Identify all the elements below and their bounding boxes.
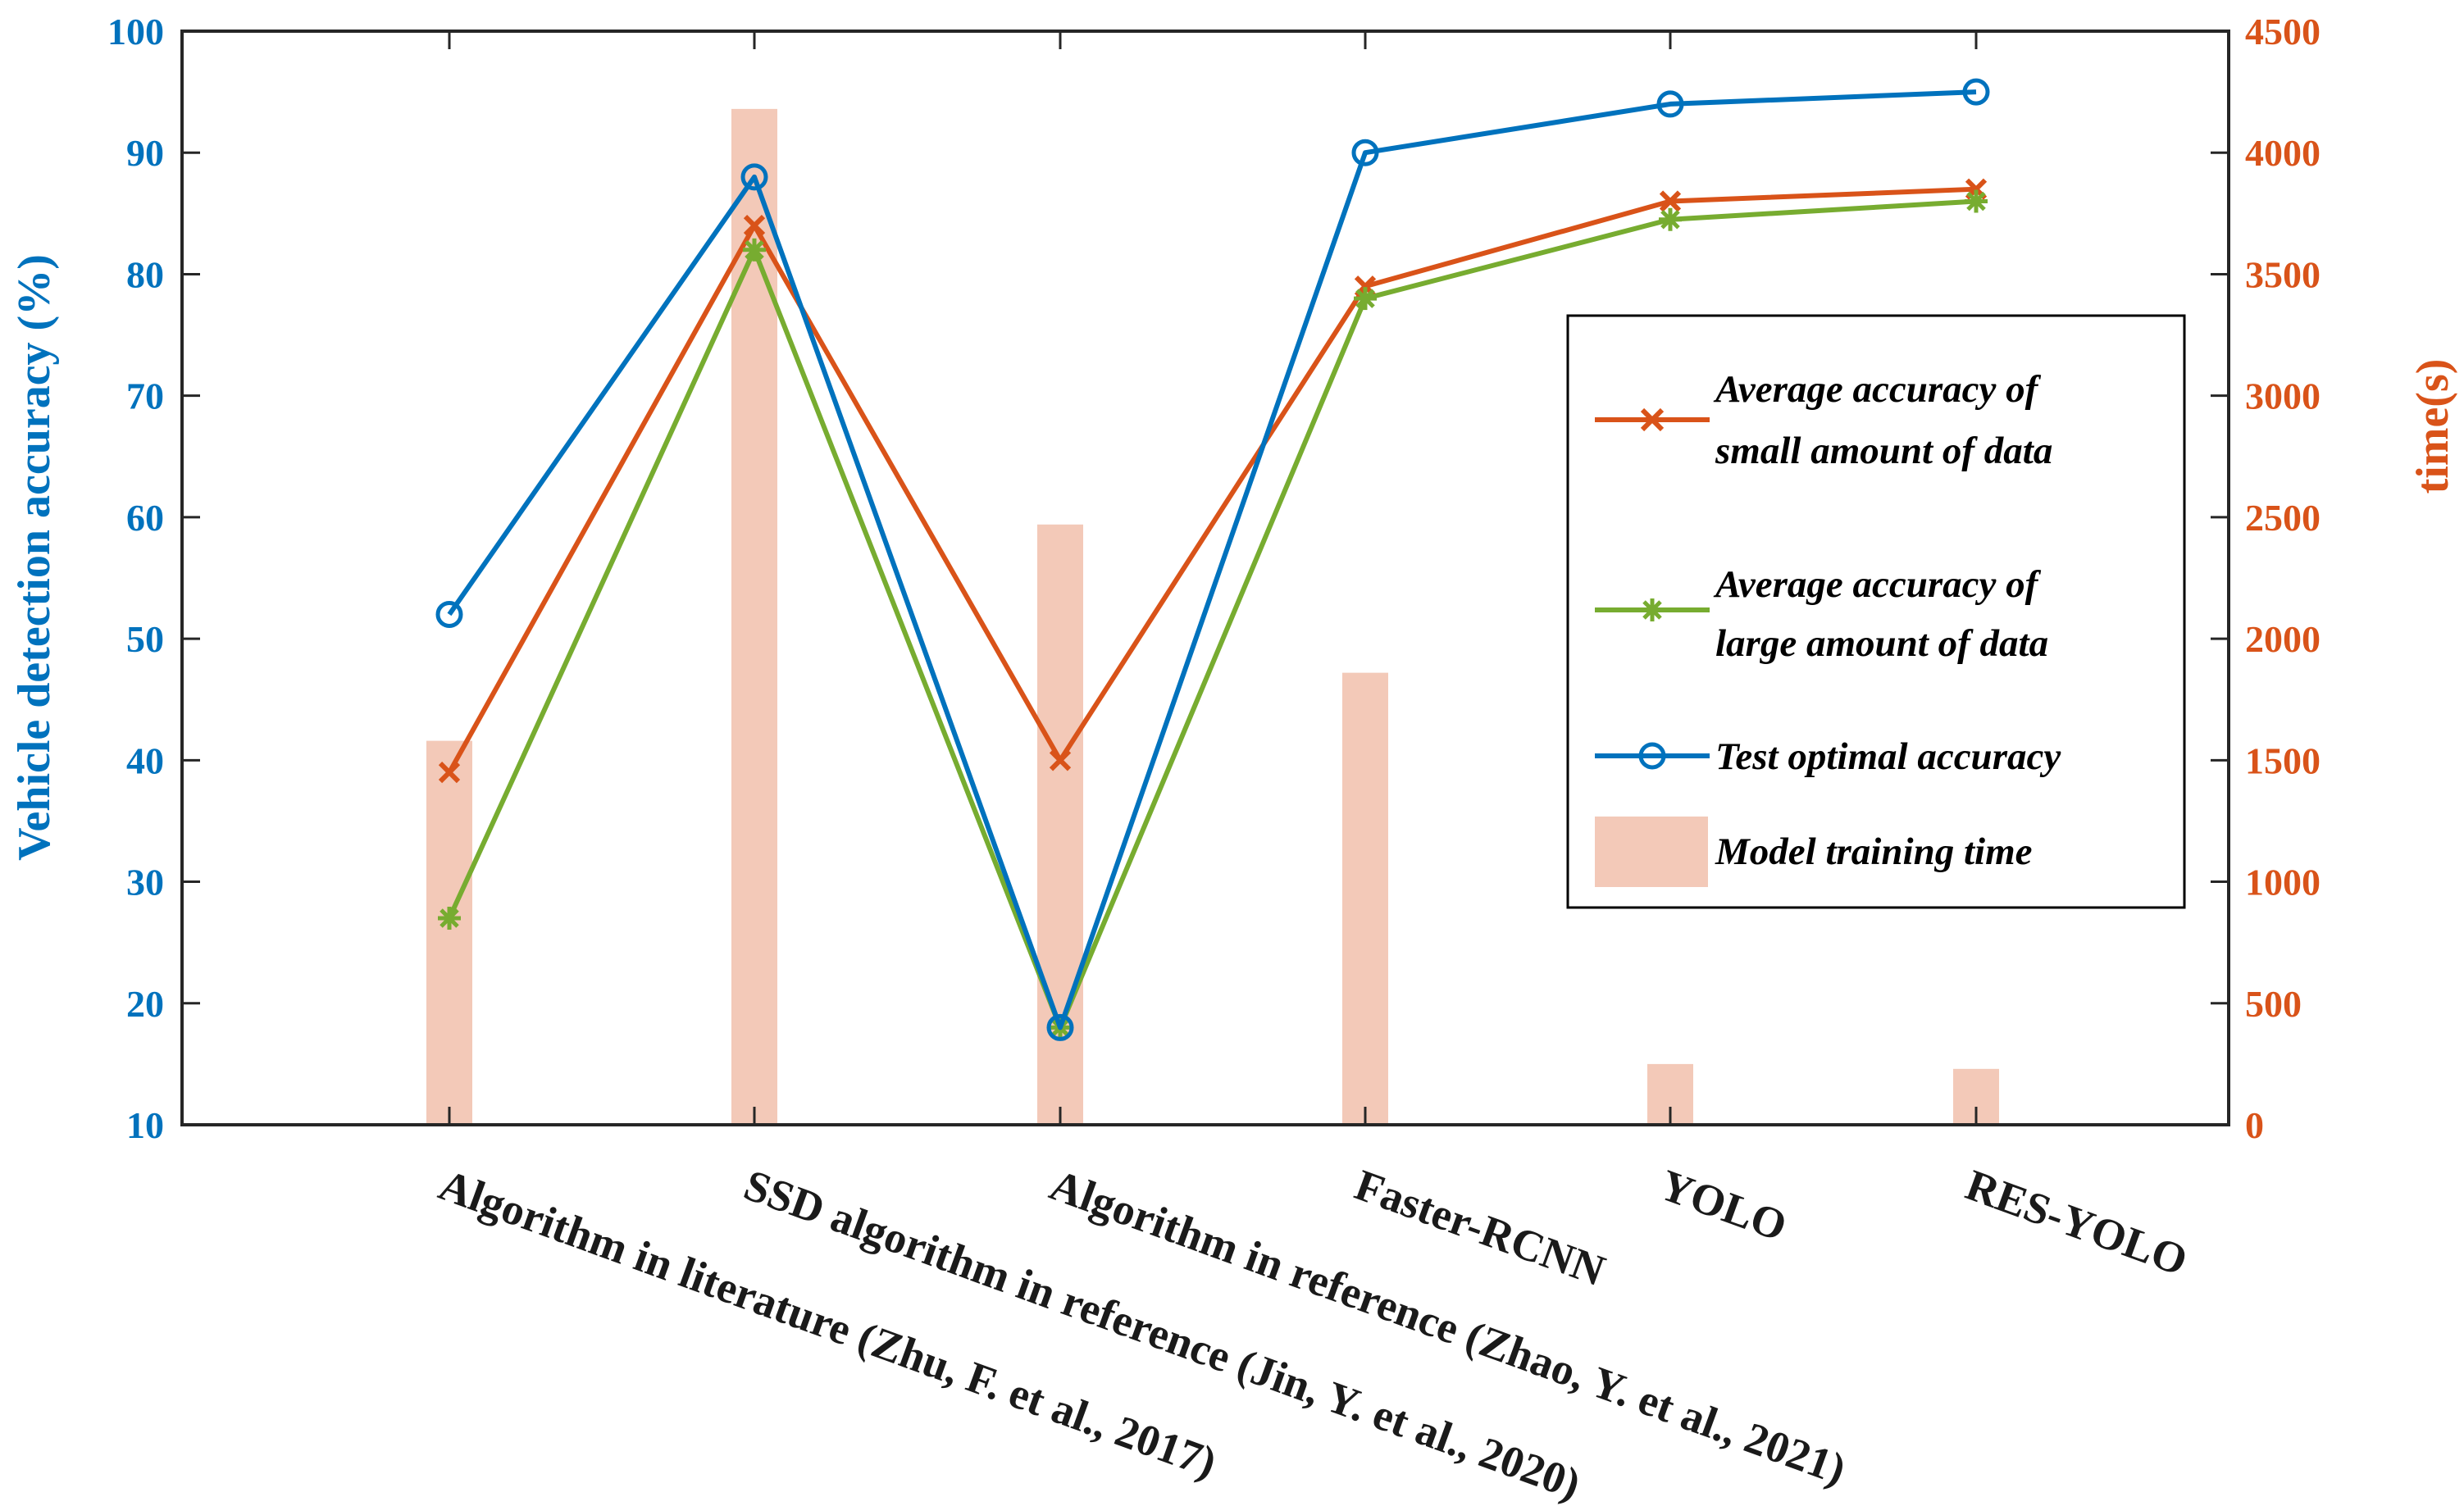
lines-layer — [435, 78, 1990, 1041]
legend-label-small-data-line1: Average accuracy of — [1713, 368, 2042, 411]
legend-x-marker — [1640, 407, 1665, 432]
right-tick-label: 0 — [2245, 1104, 2264, 1146]
category-label: YOLO — [1654, 1160, 1793, 1251]
left-tick-label: 50 — [126, 618, 164, 660]
point-small-data — [743, 215, 766, 237]
right-tick-label: 4500 — [2245, 11, 2321, 52]
bar-training-time — [1342, 672, 1388, 1125]
point-small-data — [438, 762, 461, 784]
plot-frame — [180, 30, 2230, 1126]
point-test-optimal — [1046, 1013, 1074, 1041]
point-large-data — [1965, 189, 1988, 213]
point-small-data — [1659, 190, 1682, 212]
legend-asterisk-marker — [1641, 598, 1664, 621]
right-tick-label: 2000 — [2245, 618, 2321, 660]
point-test-optimal — [435, 600, 463, 628]
right-tick-label: 4000 — [2245, 132, 2321, 174]
legend-label-large-data-line1: Average accuracy of — [1713, 563, 2042, 606]
right-tick-label: 1500 — [2245, 739, 2321, 781]
series-line-2 — [447, 89, 1977, 1031]
category-label: Faster-RCNN — [1349, 1160, 1611, 1295]
point-large-data — [438, 907, 461, 930]
left-tick-label: 30 — [126, 862, 164, 903]
series-line-1 — [447, 198, 1977, 1031]
category-label: RES-YOLO — [1960, 1160, 2194, 1285]
right-tick-label: 3500 — [2245, 253, 2321, 295]
left-tick-label: 80 — [126, 253, 164, 295]
left-tick-label: 10 — [126, 1104, 164, 1146]
left-axis-ticks: 10 20 30 40 50 60 70 80 90 100 — [107, 11, 200, 1146]
point-large-data — [743, 238, 766, 262]
point-large-data — [1354, 287, 1377, 311]
series-line-0 — [447, 186, 1977, 774]
point-large-data — [1659, 207, 1682, 231]
right-tick-label: 500 — [2245, 983, 2302, 1025]
right-axis-label: time(s) — [2407, 359, 2458, 494]
point-test-optimal — [1351, 139, 1379, 166]
bar-training-time — [426, 740, 472, 1125]
right-tick-label: 1000 — [2245, 862, 2321, 903]
left-tick-label: 20 — [126, 983, 164, 1025]
left-axis-label: Vehicle detection accuracy (%) — [9, 254, 60, 861]
left-tick-label: 90 — [126, 132, 164, 174]
legend: Average accuracy of small amount of data… — [1566, 314, 2186, 909]
legend-label-large-data-line2: large amount of data — [1715, 622, 2048, 665]
point-test-optimal — [740, 163, 768, 191]
legend-label-training-time: Model training time — [1715, 830, 2033, 873]
right-tick-label: 3000 — [2245, 375, 2321, 417]
point-test-optimal — [1962, 78, 1990, 106]
left-tick-label: 40 — [126, 739, 164, 781]
legend-bar-swatch — [1595, 817, 1708, 887]
left-tick-label: 60 — [126, 497, 164, 539]
right-axis-ticks: 0 500 1000 1500 2000 2500 3000 3500 4000 4500 — [2211, 11, 2321, 1146]
legend-label-small-data-line2: small amount of data — [1715, 430, 2052, 472]
legend-circle-marker — [1638, 742, 1666, 770]
point-small-data — [1049, 749, 1072, 771]
left-tick-label: 100 — [107, 11, 164, 52]
right-tick-label: 2500 — [2245, 497, 2321, 539]
left-tick-label: 70 — [126, 375, 164, 417]
legend-label-test-optimal: Test optimal accuracy — [1715, 735, 2061, 778]
point-test-optimal — [1656, 90, 1684, 118]
